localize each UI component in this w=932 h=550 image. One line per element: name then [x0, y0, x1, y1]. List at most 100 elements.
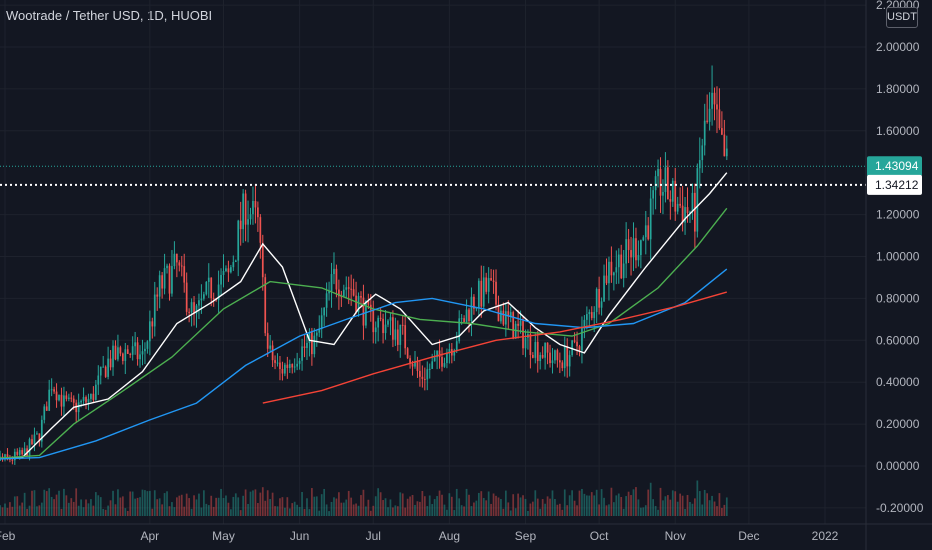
volume-bar	[92, 505, 95, 516]
volume-bar	[654, 505, 657, 516]
volume-bar	[718, 493, 721, 516]
candle-body	[487, 278, 490, 292]
candle-body	[232, 261, 235, 268]
candle-body	[551, 360, 554, 364]
volume-bar	[649, 482, 652, 516]
volume-bar	[342, 502, 345, 516]
volume-bar	[642, 507, 645, 516]
candle-body	[524, 337, 527, 349]
volume-bar	[227, 502, 230, 516]
volume-bar	[55, 494, 58, 516]
volume-bar	[247, 503, 249, 516]
volume-bar	[568, 495, 571, 516]
volume-bar	[657, 509, 659, 516]
volume-bar	[576, 505, 578, 516]
candle-body	[495, 281, 497, 305]
candle-body	[328, 291, 330, 294]
candle-body	[210, 277, 213, 299]
candle-body	[350, 288, 353, 290]
volume-bar	[38, 505, 41, 516]
volume-bar	[291, 503, 294, 516]
volume-bar	[475, 500, 478, 516]
volume-bar	[620, 496, 623, 516]
volume-bar	[190, 508, 193, 516]
candle-body	[556, 350, 559, 361]
volume-bar	[379, 492, 382, 516]
volume-bar	[210, 495, 213, 516]
candle-body	[563, 346, 566, 369]
volume-bar	[396, 506, 399, 516]
y-tick-label: -0.20000	[876, 501, 924, 515]
candle-body	[203, 294, 205, 299]
volume-bar	[350, 497, 353, 516]
candle-body	[225, 268, 227, 272]
volume-bar	[524, 498, 527, 516]
volume-bar	[126, 510, 129, 516]
candle-body	[436, 350, 438, 358]
candle-body	[588, 312, 591, 315]
volume-bar	[640, 507, 642, 516]
candle-body	[168, 265, 171, 294]
unit-badge[interactable]: USDT	[886, 7, 918, 28]
candle-body	[473, 296, 475, 309]
volume-bar	[595, 489, 598, 516]
candle-body	[45, 406, 48, 411]
candle-body	[239, 220, 242, 230]
volume-bar	[85, 499, 87, 516]
volume-bar	[563, 489, 566, 516]
volume-bar	[242, 495, 245, 516]
volume-bar	[473, 502, 475, 516]
candle-body	[144, 348, 146, 352]
y-tick-label: 0.20000	[876, 417, 920, 431]
candle-body	[568, 355, 571, 367]
candle-body	[279, 362, 281, 370]
candle-body	[38, 433, 41, 442]
volume-bar	[581, 488, 583, 516]
candle-body	[428, 368, 431, 370]
candle-body	[293, 366, 296, 368]
candle-body	[67, 397, 70, 399]
volume-bar	[433, 499, 436, 516]
volume-bar	[94, 492, 97, 516]
candle-body	[335, 268, 338, 290]
x-tick-label: Feb	[0, 529, 16, 543]
candle-body	[308, 332, 311, 343]
candle-body	[379, 317, 382, 319]
volume-bar	[264, 500, 267, 516]
volume-bar	[554, 499, 556, 516]
volume-bar	[129, 491, 132, 516]
volume-bar	[63, 488, 65, 516]
volume-bar	[328, 511, 330, 516]
candle-body	[183, 266, 186, 283]
candle-body	[352, 289, 355, 296]
volume-bar	[426, 506, 429, 516]
volume-bar	[284, 507, 286, 516]
volume-bar	[600, 489, 603, 516]
volume-bar	[492, 493, 495, 516]
volume-bar	[58, 490, 60, 516]
volume-bar	[271, 492, 274, 516]
chart-title: Wootrade / Tether USD, 1D, HUOBI	[6, 8, 213, 23]
candle-body	[480, 280, 483, 307]
candle-body	[463, 318, 465, 323]
candle-body	[254, 200, 257, 208]
candle-body	[23, 448, 26, 455]
candle-body	[87, 398, 90, 403]
volume-bar	[320, 494, 323, 516]
volume-bar	[622, 508, 625, 516]
volume-bar	[613, 502, 615, 516]
volume-bar	[578, 490, 581, 516]
volume-bar	[384, 498, 387, 516]
volume-bar	[163, 493, 166, 516]
candle-body	[394, 329, 397, 340]
candle-body	[234, 260, 237, 262]
volume-bar	[723, 504, 726, 516]
volume-bar	[362, 489, 365, 516]
candle-body	[296, 363, 299, 367]
candle-body	[519, 321, 522, 326]
volume-bar	[193, 495, 195, 516]
candle-body	[409, 358, 411, 364]
volume-bar	[21, 502, 24, 516]
